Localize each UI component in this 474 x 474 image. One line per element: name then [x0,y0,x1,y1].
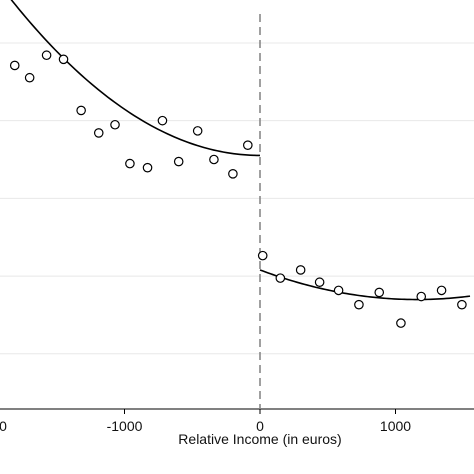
x-tick-label-0: -2000 [0,418,7,434]
gridlines [0,42,474,355]
data-point-9 [157,115,168,126]
data-point-15 [257,250,268,261]
x-axis-title: Relative Income (in euros) [178,431,341,447]
data-point-11 [192,126,203,136]
fit-curve-1 [259,269,471,301]
data-point-25 [457,299,467,310]
x-tick-label-1: -1000 [107,418,143,434]
data-point-16 [275,273,286,283]
data-point-2 [41,50,52,61]
x-tick-label-2: 0 [256,418,264,434]
data-points [9,50,467,328]
data-point-14 [243,140,253,150]
data-point-24 [436,285,447,296]
data-point-1 [24,72,35,83]
data-point-21 [374,287,385,298]
data-point-6 [110,119,120,130]
data-point-18 [314,277,325,288]
data-point-23 [416,291,427,302]
data-point-3 [58,54,69,65]
data-point-10 [173,156,184,167]
x-tick-label-3: 1000 [380,418,411,434]
fit-curve-0 [10,0,261,157]
x-axis-ticks: -2000 -1000 0 1000 [0,409,411,434]
data-point-7 [125,158,135,169]
data-point-20 [354,299,364,310]
data-point-0 [9,60,20,71]
data-point-22 [396,318,406,328]
data-point-5 [93,128,104,138]
data-point-8 [142,162,153,173]
data-point-12 [209,154,219,165]
data-point-4 [76,105,86,116]
data-point-13 [228,169,238,179]
fit-curves [10,0,471,301]
data-point-19 [333,285,344,296]
data-point-17 [295,265,306,275]
